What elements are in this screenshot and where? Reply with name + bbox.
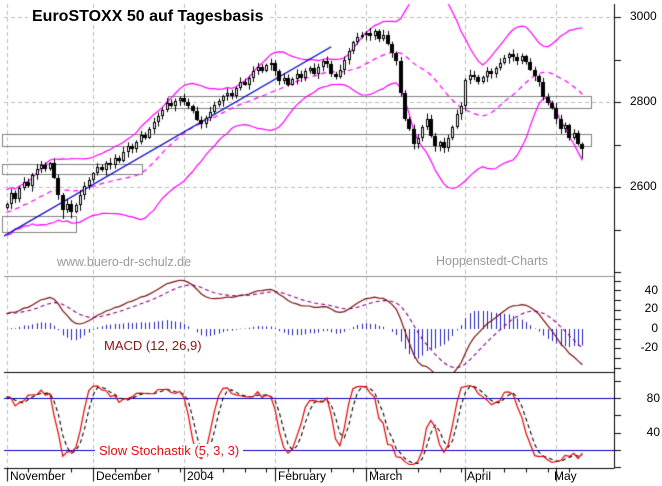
x-axis-label-november: November xyxy=(10,469,66,483)
macd-axis-label-20: 20 xyxy=(644,301,658,315)
macd-indicator-label: MACD (12, 26,9) xyxy=(104,338,202,353)
watermark-site: www.buero-dr-schulz.de xyxy=(57,255,192,269)
stoch-axis-label-40: 40 xyxy=(646,425,660,439)
x-axis-label-april: April xyxy=(467,469,492,483)
macd-axis-label-40: 40 xyxy=(644,283,658,297)
stoch-axis-label-80: 80 xyxy=(646,391,660,405)
macd-axis-label-m20: -20 xyxy=(640,340,658,354)
y-axis-label-2800: 2800 xyxy=(630,94,657,108)
x-axis-label-february: February xyxy=(278,469,327,483)
x-axis-label-may: May xyxy=(554,469,577,483)
x-axis-label-2004: 2004 xyxy=(187,469,214,483)
x-axis-label-december: December xyxy=(96,469,152,483)
y-axis-label-3000: 3000 xyxy=(630,9,657,23)
chart-title: EuroSTOXX 50 auf Tagesbasis xyxy=(28,9,268,25)
watermark-provider: Hoppenstedt-Charts xyxy=(436,254,548,268)
stoch-indicator-label: Slow Stochastik (5, 3, 3) xyxy=(95,444,244,457)
macd-axis-label-0: 0 xyxy=(651,321,658,335)
y-axis-label-2600: 2600 xyxy=(630,179,657,193)
x-axis-label-march: March xyxy=(369,469,403,483)
